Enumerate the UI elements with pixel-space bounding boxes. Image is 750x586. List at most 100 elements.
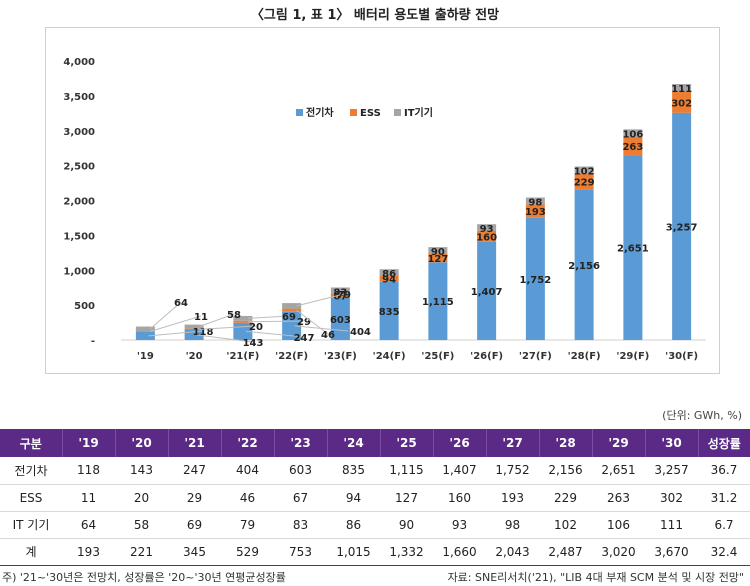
table-header-cell: 구분 xyxy=(0,429,63,457)
callout-leader xyxy=(245,330,305,338)
table-cell: 29 xyxy=(168,484,221,512)
bar-ev xyxy=(379,281,399,340)
x-tick-label: '28(F) xyxy=(568,351,601,362)
table-row: ESS 11 20 29 46 67 94 127 160 193 229 263 302 31.2 xyxy=(0,484,750,512)
table-cell: 118 xyxy=(62,457,115,485)
bar-ess xyxy=(574,173,594,190)
table-header-cell: '29 xyxy=(592,429,646,457)
callout-leader xyxy=(294,325,349,332)
table-cell: 79 xyxy=(221,511,274,539)
stacked-bar-chart: - 500 1,000 1,500 2,000 2,500 3,000 3,500 4,000 '… xyxy=(63,57,706,362)
table-cell: 31.2 xyxy=(698,484,750,512)
bar-ess xyxy=(282,308,302,312)
data-label-ess: 229 xyxy=(574,178,595,189)
callout-leader xyxy=(150,301,182,330)
table-cell: IT 기기 xyxy=(0,511,62,539)
bar-it xyxy=(623,129,643,137)
table-cell: 102 xyxy=(539,511,592,539)
table-header-cell: '23 xyxy=(274,429,328,457)
x-tick-label: '27(F) xyxy=(519,351,552,362)
callout-leader xyxy=(198,313,235,328)
table-cell: 1,332 xyxy=(380,538,433,566)
table-header-cell: '22 xyxy=(221,429,275,457)
table-cell: 345 xyxy=(168,538,221,566)
table-cell: 3,020 xyxy=(592,538,645,566)
bar-ess xyxy=(623,136,643,156)
data-label-it: 93 xyxy=(480,224,494,235)
data-label-it: 106 xyxy=(622,129,643,140)
x-tick-label: '23(F) xyxy=(324,351,357,362)
table-header-cell: '19 xyxy=(62,429,116,457)
y-tick-label: 4,000 xyxy=(63,57,95,68)
bar-ev xyxy=(135,331,155,340)
table-cell: 2,651 xyxy=(592,457,645,485)
bar-it xyxy=(525,197,545,205)
data-label-ess: 263 xyxy=(622,142,643,153)
table-cell: 753 xyxy=(274,538,327,566)
data-label-ess: 11 xyxy=(194,312,208,323)
data-label-ess: 46 xyxy=(321,330,335,341)
table-header-row: 구분 '19'20'21'22'23'24'25'26'27'28'29'30 성장… xyxy=(0,429,750,457)
table-cell: 1,407 xyxy=(433,457,486,485)
table-cell: 111 xyxy=(645,511,698,539)
bar-it xyxy=(428,247,448,254)
y-tick-label: 1,000 xyxy=(63,266,95,277)
table-header-cell: '21 xyxy=(168,429,222,457)
table-header-cell: '28 xyxy=(539,429,593,457)
table-header-cell: 성장률 xyxy=(698,429,750,457)
x-tick-label: '30(F) xyxy=(665,351,698,362)
bar-ess xyxy=(428,253,448,263)
data-label-it: 83 xyxy=(333,287,347,298)
y-tick-label: 3,000 xyxy=(63,127,95,138)
table-cell: 835 xyxy=(327,457,380,485)
data-label-ess: 29 xyxy=(297,317,311,328)
table-cell: 193 xyxy=(62,538,115,566)
callout-leader xyxy=(148,330,204,337)
table-cell: 160 xyxy=(433,484,486,512)
data-label-it: 58 xyxy=(227,310,241,321)
data-label-ev: 2,156 xyxy=(568,261,600,272)
table-cell: 1,660 xyxy=(433,538,486,566)
x-tick-label: '26(F) xyxy=(470,351,503,362)
data-label-it: 98 xyxy=(528,198,542,209)
y-tick-label: 3,500 xyxy=(63,92,95,103)
unit-note: (단위: GWh, %) xyxy=(662,409,742,422)
bar-it xyxy=(184,324,204,329)
bar-ess xyxy=(233,320,253,323)
table-cell: 2,487 xyxy=(539,538,592,566)
table-cell: 계 xyxy=(0,538,62,566)
bar-ess xyxy=(672,91,692,113)
bar-ev xyxy=(282,311,302,340)
table-cell: 404 xyxy=(221,457,274,485)
table-cell: 64 xyxy=(62,511,115,539)
table-cell: 46 xyxy=(221,484,274,512)
data-label-ess: 67 xyxy=(333,292,347,303)
source-note: 자료: SNE리서치('21), "LIB 4대 부재 SCM 분석 및 시장 … xyxy=(447,571,744,584)
bar-it xyxy=(233,315,253,321)
table-cell: 2,043 xyxy=(486,538,539,566)
bar-ess xyxy=(525,204,545,218)
y-tick-label: - xyxy=(91,336,95,347)
x-tick-label: '25(F) xyxy=(421,351,454,362)
bar-ev xyxy=(623,155,643,340)
table-cell: 247 xyxy=(168,457,221,485)
data-label-ess: 160 xyxy=(476,232,497,243)
table-cell: 90 xyxy=(380,511,433,539)
bar-it xyxy=(330,287,350,294)
bar-ev xyxy=(184,330,204,340)
table-header-cell: '20 xyxy=(115,429,169,457)
data-label-ev: 2,651 xyxy=(617,244,649,255)
table-cell: 143 xyxy=(115,457,168,485)
bar-ev xyxy=(428,262,448,340)
table-cell: 20 xyxy=(115,484,168,512)
table-cell: 229 xyxy=(539,484,592,512)
table-cell: 603 xyxy=(274,457,327,485)
callout-leader xyxy=(150,315,202,332)
x-tick-label: '19 xyxy=(137,351,154,362)
bar-ev xyxy=(672,112,692,340)
table-header-cell: '26 xyxy=(433,429,487,457)
bar-ess xyxy=(184,328,204,331)
data-label-ev: 118 xyxy=(193,327,214,338)
bar-ess xyxy=(379,275,399,282)
data-label-it: 69 xyxy=(282,312,296,323)
